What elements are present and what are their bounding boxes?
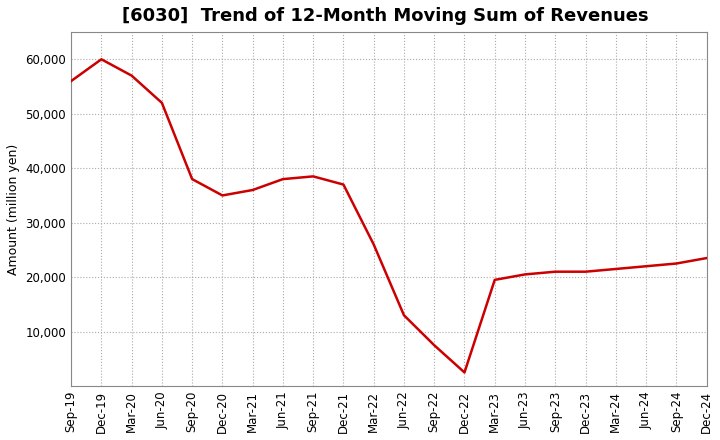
Text: [6030]  Trend of 12-Month Moving Sum of Revenues: [6030] Trend of 12-Month Moving Sum of R… bbox=[122, 7, 649, 25]
Y-axis label: Amount (million yen): Amount (million yen) bbox=[7, 143, 20, 275]
